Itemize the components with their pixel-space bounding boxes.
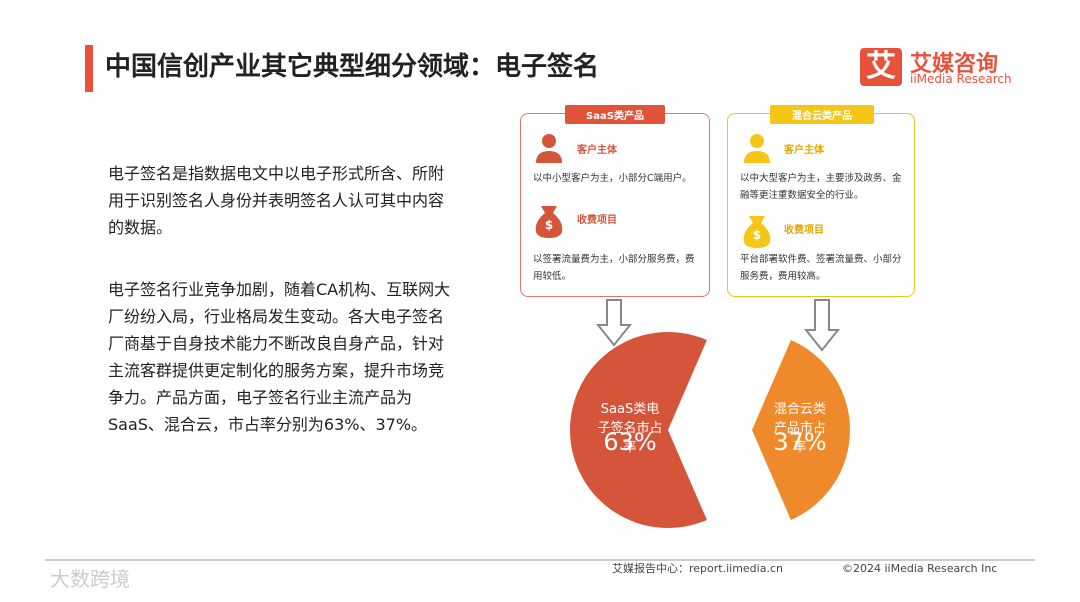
- card-heading: 收费项目: [577, 215, 617, 226]
- card-tag: SaaS类产品: [565, 105, 665, 124]
- pie: [569, 332, 850, 528]
- slice-label: 混合云类产品市占率: [773, 402, 826, 455]
- paragraph: 电子签名是指数据电文中以电子形式所含、所附用于识别签名人身份并表明签名人认可其中…: [108, 164, 445, 237]
- logo-mark: 艾: [860, 48, 902, 86]
- slice-label: SaaS类电子签名市占率: [597, 402, 663, 455]
- watermark: 大数跨境: [50, 567, 130, 591]
- footer-copyright: ©2024 iiMedia Research Inc: [842, 562, 997, 575]
- card-text: 以中大型客户为主，主要涉及政务、金融等更注重数据安全的行业。: [740, 173, 902, 201]
- pie-slice: [752, 340, 850, 520]
- card-heading: 客户主体: [784, 145, 824, 156]
- title-bar: [85, 45, 93, 92]
- card-tag: 混合云类产品: [770, 105, 874, 124]
- card-heading: 客户主体: [577, 145, 617, 156]
- card-text: 以中小型客户为主，小部分C端用户。: [533, 173, 692, 184]
- logo-en: iiMedia Research: [910, 72, 1012, 86]
- footer-source: 艾媒报告中心：report.iimedia.cn: [612, 561, 783, 575]
- card-heading: 收费项目: [784, 225, 824, 236]
- value-label: 37%: [773, 428, 827, 456]
- value-label: 63%: [603, 428, 657, 456]
- logo-cn: 艾媒咨询: [910, 52, 999, 77]
- icons: $ $: [535, 134, 771, 248]
- card-text: 以签署流量费为主，小部分服务费，费用较低。: [533, 254, 695, 282]
- paragraph: 电子签名行业竞争加剧，随着CA机构、互联网大厂纷纷入局，行业格局发生变动。各大电…: [108, 280, 451, 434]
- icon-symbol: $: [753, 228, 761, 242]
- card-text: 平台部署软件费、签署流量费、小部分服务费，费用较高。: [740, 254, 902, 282]
- pie-slice: [569, 332, 707, 528]
- title: 中国信创产业其它典型细分领域：电子签名: [105, 52, 600, 82]
- icon-symbol: $: [545, 218, 553, 232]
- arrows: [595, 299, 841, 352]
